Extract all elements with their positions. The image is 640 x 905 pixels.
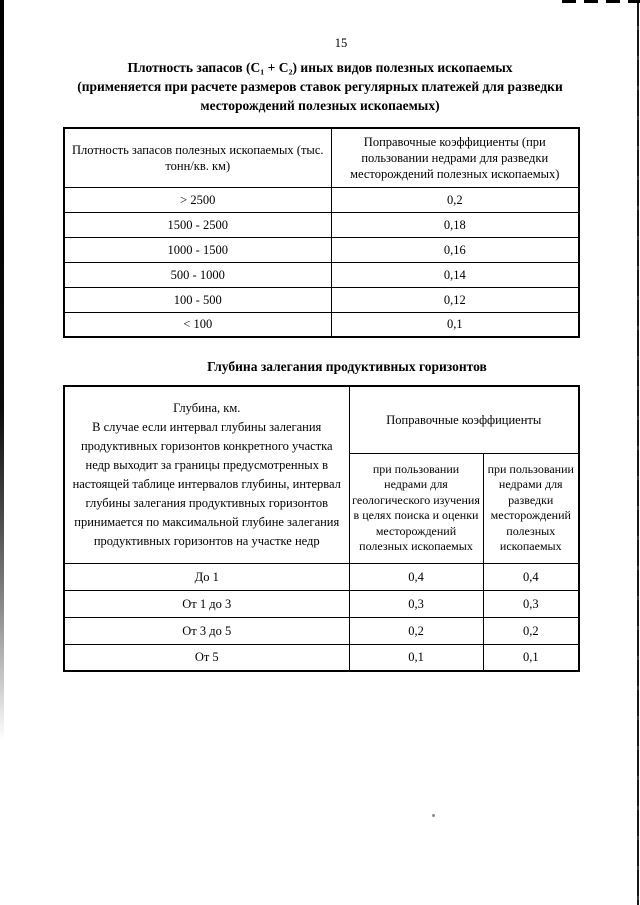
table-header-row: Глубина, км. В случае если интервал глуб… — [63, 385, 580, 564]
table-header-row: Плотность запасов полезных ископаемых (т… — [63, 127, 580, 188]
depth-header-cell: Глубина, км. В случае если интервал глуб… — [63, 385, 350, 564]
table-row: От 1 до 3 0,3 0,3 — [63, 589, 580, 618]
section1-title-line1: Плотность запасов (С₁ + С₂) иных видов п… — [127, 60, 513, 75]
density-range-cell: > 2500 — [63, 186, 332, 213]
table-row: 500 - 1000 0,14 — [63, 261, 580, 288]
depth-range-cell: До 1 — [63, 562, 350, 591]
section1-title-line3: месторождений полезных ископаемых) — [200, 98, 440, 113]
coefficient-cell: 0,2 — [330, 186, 580, 213]
geological-study-header-cell: при пользовании недрами для геологическо… — [348, 452, 484, 564]
table-row: > 2500 0,2 — [63, 186, 580, 213]
section1-title: Плотность запасов (С₁ + С₂) иных видов п… — [0, 58, 640, 115]
table-subheader-row: при пользовании недрами для геологическо… — [64, 452, 580, 564]
coefficient-cell: 0,3 — [482, 589, 580, 618]
table-row: 1000 - 1500 0,16 — [63, 236, 580, 263]
coefficient-header-cell: Поправочные коэффициенты (при пользовани… — [330, 127, 580, 188]
coefficient-cell: 0,18 — [330, 211, 580, 238]
density-range-cell: 1500 - 2500 — [63, 211, 332, 238]
coefficient-cell: 0,16 — [330, 236, 580, 263]
table-row: От 5 0,1 0,1 — [63, 643, 580, 672]
density-range-cell: 100 - 500 — [63, 286, 332, 313]
section2-title: Глубина залегания продуктивных горизонто… — [207, 359, 487, 374]
table-row: От 3 до 5 0,2 0,2 — [63, 616, 580, 645]
table-row: 100 - 500 0,12 — [63, 286, 580, 313]
density-coefficients-table: Плотность запасов полезных ископаемых (т… — [63, 127, 580, 338]
scan-edge-right — [637, 0, 639, 905]
scan-speck — [432, 814, 435, 817]
exploration-header-cell: при пользовании недрами для разведки мес… — [482, 452, 580, 564]
table-row: До 1 0,4 0,4 — [63, 562, 580, 591]
density-range-cell: 500 - 1000 — [63, 261, 332, 288]
coefficient-cell: 0,1 — [482, 643, 580, 672]
coefficient-cell: 0,1 — [330, 311, 580, 338]
section1-title-line2: (применяется при расчете размеров ставок… — [77, 79, 563, 94]
scan-edge-left — [0, 0, 4, 740]
coefficient-cell: 0,3 — [348, 589, 484, 618]
density-header-cell: Плотность запасов полезных ископаемых (т… — [63, 127, 332, 188]
coefficient-cell: 0,4 — [482, 562, 580, 591]
coefficient-cell: 0,2 — [348, 616, 484, 645]
depth-coefficients-table: Глубина, км. В случае если интервал глуб… — [63, 385, 581, 672]
depth-range-cell: От 5 — [63, 643, 350, 672]
coefficient-cell: 0,14 — [330, 261, 580, 288]
depth-range-cell: От 1 до 3 — [63, 589, 350, 618]
coefficient-cell: 0,2 — [482, 616, 580, 645]
depth-header-title: Глубина, км. — [173, 400, 241, 415]
depth-header-note: В случае если интервал глубины залегания… — [72, 419, 341, 548]
density-range-cell: < 100 — [63, 311, 332, 338]
coefficient-cell: 0,4 — [348, 562, 484, 591]
coefficient-cell: 0,1 — [348, 643, 484, 672]
page-number: 15 — [334, 36, 348, 50]
density-range-cell: 1000 - 1500 — [63, 236, 332, 263]
table-row: < 100 0,1 — [63, 311, 580, 338]
depth-range-cell: От 3 до 5 — [63, 616, 350, 645]
scan-top-dash — [562, 0, 640, 3]
coefficient-cell: 0,12 — [330, 286, 580, 313]
coefficients-group-header-cell: Поправочные коэффициенты — [348, 385, 580, 454]
table-row: 1500 - 2500 0,18 — [63, 211, 580, 238]
